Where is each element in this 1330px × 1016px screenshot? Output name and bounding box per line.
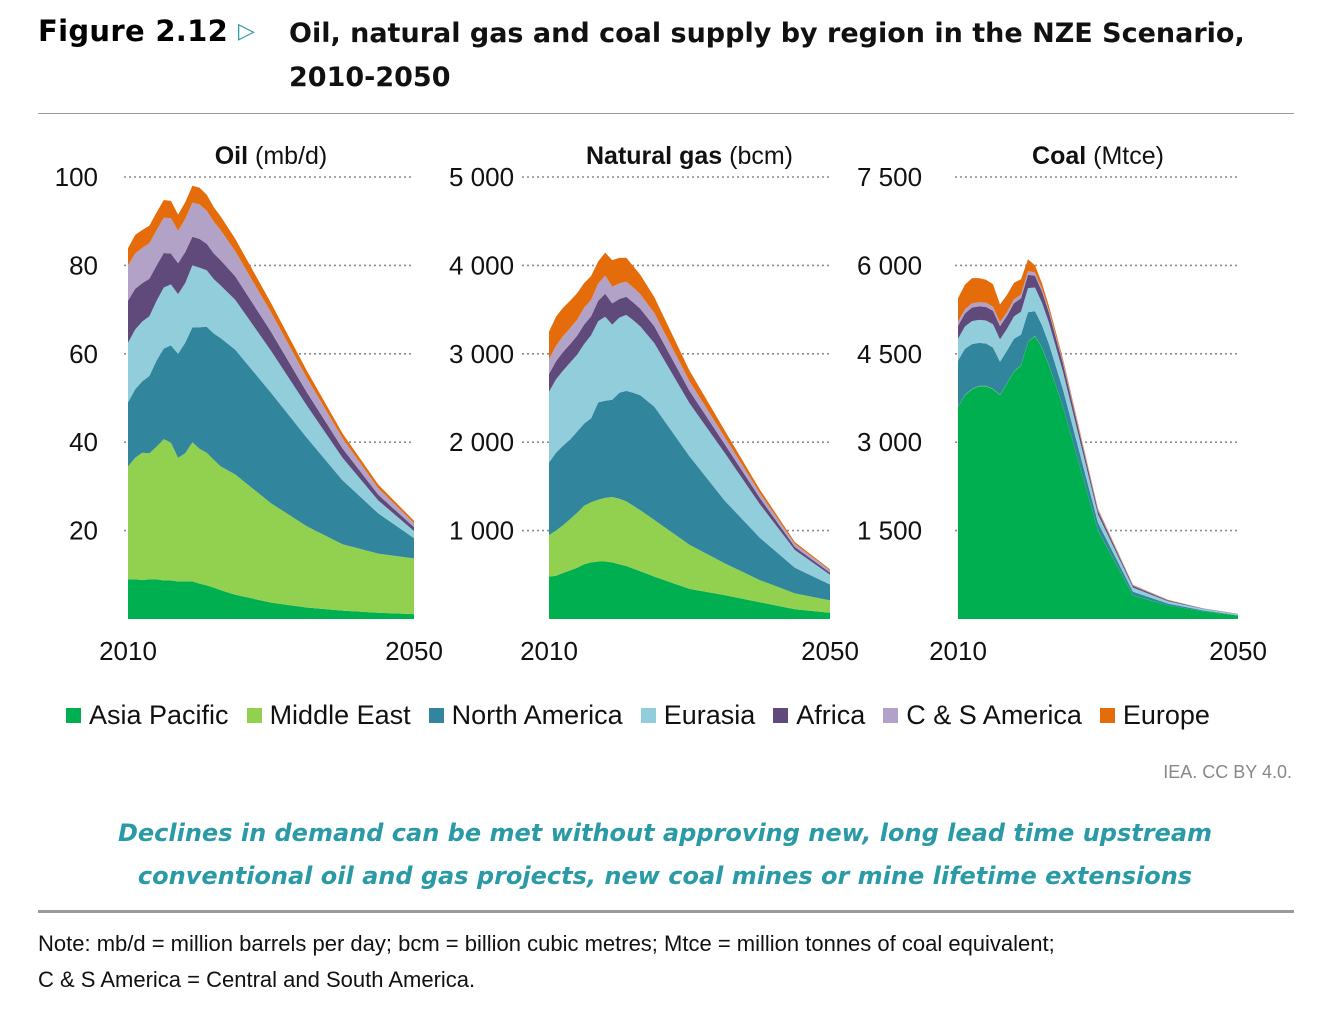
legend-item-cs-america: C & S America xyxy=(883,700,1082,731)
y-tick-label: 2 000 xyxy=(449,427,514,457)
y-tick-label: 1 000 xyxy=(449,516,514,546)
area-asia-pacific xyxy=(549,561,830,619)
key-message-line-2: conventional oil and gas projects, new c… xyxy=(137,862,1193,890)
legend-item-asia-pacific: Asia Pacific xyxy=(66,700,229,731)
x-tick-label: 2010 xyxy=(929,636,987,666)
area-asia-pacific xyxy=(958,336,1238,619)
bottom-divider xyxy=(38,910,1294,913)
area-north-america xyxy=(128,326,414,559)
x-tick-label: 2050 xyxy=(1209,636,1267,666)
note-line-2: C & S America = Central and South Americ… xyxy=(38,967,476,992)
area-middle-east xyxy=(128,439,414,615)
x-tick-label: 2010 xyxy=(520,636,578,666)
area-middle-east xyxy=(549,497,830,613)
area-c-s-america xyxy=(128,202,414,528)
y-tick-label: 6 000 xyxy=(857,250,922,280)
y-tick-label: 20 xyxy=(69,516,98,546)
legend-item-north-america: North America xyxy=(428,700,623,731)
legend-item-europe: Europe xyxy=(1099,700,1210,731)
area-eurasia xyxy=(128,265,414,539)
note-line-1: Note: mb/d = million barrels per day; bc… xyxy=(38,931,1055,956)
triangle-right-icon: ▷ xyxy=(238,18,255,43)
legend-label: Asia Pacific xyxy=(89,700,229,730)
legend-item-middle-east: Middle East xyxy=(246,700,411,731)
top-divider xyxy=(38,113,1294,114)
y-tick-label: 100 xyxy=(55,162,98,192)
legend-label: Eurasia xyxy=(663,700,756,730)
chart-legend: Asia Pacific Middle East North America E… xyxy=(66,700,1210,731)
panel-title: Oil (mb/d) xyxy=(215,142,328,170)
x-tick-label: 2050 xyxy=(385,636,443,666)
panel-title: Coal (Mtce) xyxy=(1032,142,1164,170)
y-tick-label: 7 500 xyxy=(857,162,922,192)
y-tick-label: 1 500 xyxy=(857,516,922,546)
key-message-line-1: Declines in demand can be met without ap… xyxy=(117,819,1213,847)
figure-note: Note: mb/d = million barrels per day; bc… xyxy=(38,926,1298,998)
y-tick-label: 40 xyxy=(69,427,98,457)
legend-swatch xyxy=(773,708,789,723)
area-north-america xyxy=(549,390,830,601)
x-tick-label: 2010 xyxy=(99,636,157,666)
x-tick-label: 2050 xyxy=(801,636,859,666)
legend-label: C & S America xyxy=(906,700,1082,730)
source-credit: IEA. CC BY 4.0. xyxy=(1163,762,1292,782)
legend-swatch xyxy=(66,708,81,723)
area-asia-pacific xyxy=(128,579,414,619)
area-c-s-america xyxy=(958,271,1238,614)
legend-label: Middle East xyxy=(269,700,411,730)
legend-swatch xyxy=(246,708,262,723)
y-tick-label: 4 500 xyxy=(857,339,922,369)
y-tick-label: 3 000 xyxy=(857,427,922,457)
area-eurasia xyxy=(549,314,830,585)
area-europe xyxy=(958,259,1238,614)
legend-item-africa: Africa xyxy=(773,700,865,731)
figure-title: Oil, natural gas and coal supply by regi… xyxy=(289,18,1245,93)
key-message: Declines in demand can be met without ap… xyxy=(60,812,1270,898)
legend-item-eurasia: Eurasia xyxy=(640,700,756,731)
legend-swatch xyxy=(883,708,899,723)
area-europe xyxy=(128,185,414,524)
panel-title: Natural gas (bcm) xyxy=(586,142,793,170)
legend-swatch xyxy=(1099,708,1115,723)
y-tick-label: 3 000 xyxy=(449,339,514,369)
charts-area: 20 40 60 80 100 Oil (mb/d) 2010 2050 1 000 2 000 3… xyxy=(55,142,1267,666)
legend-label: North America xyxy=(451,700,623,730)
y-tick-label: 5 000 xyxy=(449,162,514,192)
y-tick-label: 4 000 xyxy=(449,250,514,280)
legend-label: Europe xyxy=(1122,700,1210,730)
legend-swatch xyxy=(640,708,656,723)
y-tick-label: 60 xyxy=(69,339,98,369)
legend-swatch xyxy=(428,708,444,723)
figure-label: Figure 2.12 xyxy=(38,14,229,48)
legend-label: Africa xyxy=(796,700,866,730)
area-africa xyxy=(128,236,414,531)
area-europe xyxy=(549,252,830,571)
area-africa xyxy=(958,274,1238,615)
y-tick-label: 80 xyxy=(69,250,98,280)
